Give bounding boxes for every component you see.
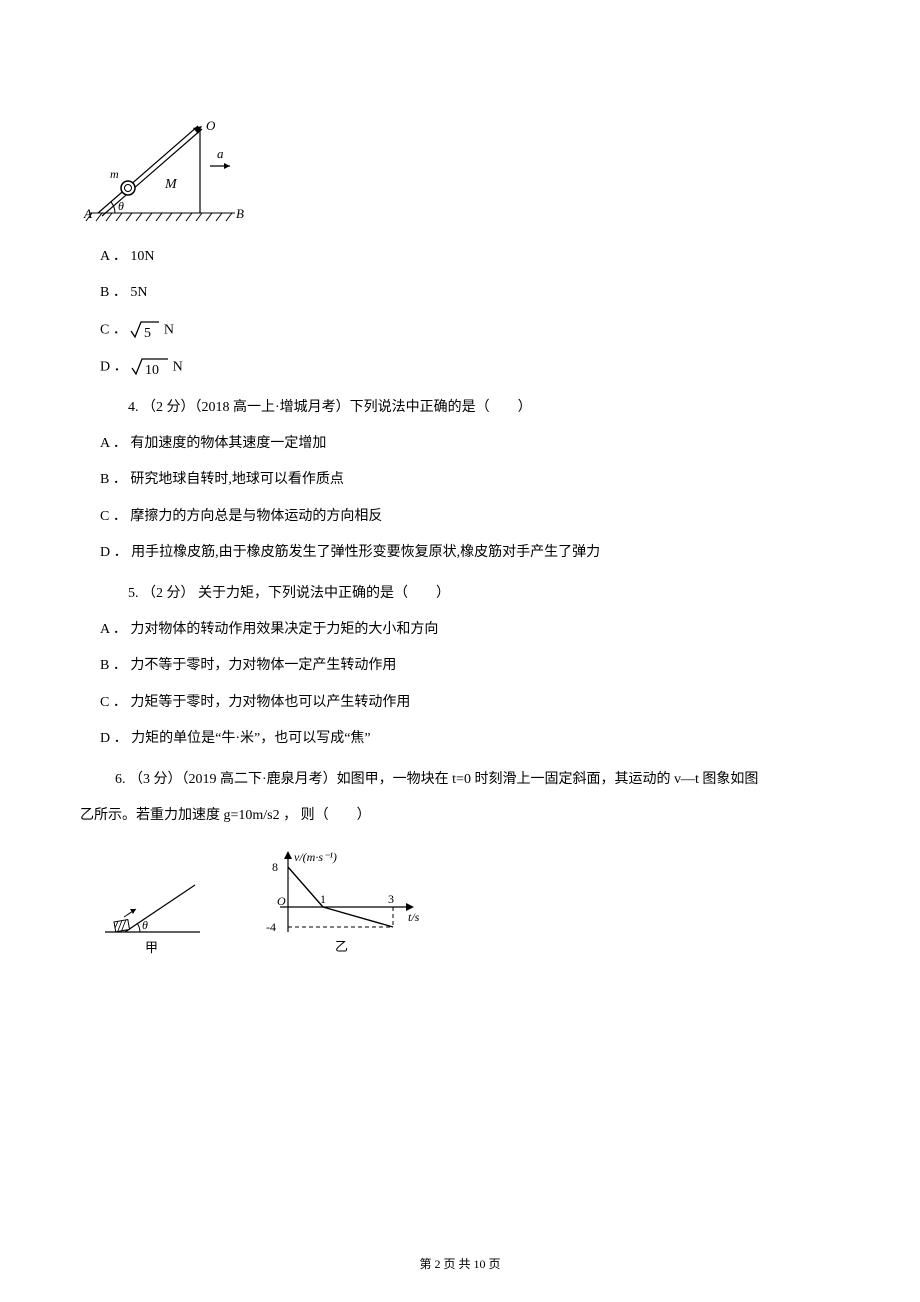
q6-figure-a: θ 甲 bbox=[100, 867, 210, 957]
q3-figure: O A B M m a θ bbox=[80, 118, 840, 228]
option-label: B ． bbox=[100, 285, 127, 300]
q3-option-C: C ． 5 N bbox=[100, 319, 840, 342]
q3-option-A: A ． 10N bbox=[100, 246, 840, 268]
option-label: A ． bbox=[100, 249, 127, 264]
origin-label: O bbox=[277, 894, 286, 908]
q3-option-B: B ． 5N bbox=[100, 282, 840, 304]
ylabel: v/(m·s⁻¹) bbox=[294, 850, 337, 864]
q4-option-B: B ． 研究地球自转时,地球可以看作质点 bbox=[100, 469, 840, 491]
option-label: C ． bbox=[100, 322, 127, 337]
q5-option-A: A ． 力对物体的转动作用效果决定于力矩的大小和方向 bbox=[100, 619, 840, 641]
q5-option-B: B ． 力不等于零时，力对物体一定产生转动作用 bbox=[100, 655, 840, 677]
q4-stem: 4. （2 分）（2018 高一上·增城月考）下列说法中正确的是（ ） bbox=[100, 397, 840, 419]
q4-option-C: C ． 摩擦力的方向总是与物体运动的方向相反 bbox=[100, 506, 840, 528]
sqrt-icon: 10 bbox=[131, 356, 169, 379]
svg-text:5: 5 bbox=[144, 326, 151, 341]
label-M: M bbox=[164, 177, 178, 192]
q6-stem-line1: 6. （3 分）（2019 高二下·鹿泉月考）如图甲，一物块在 t=0 时刻滑上… bbox=[80, 769, 840, 791]
xlabel: t/s bbox=[408, 910, 420, 924]
caption-a: 甲 bbox=[145, 940, 158, 955]
label-theta: θ bbox=[118, 199, 124, 213]
ytick-8: 8 bbox=[272, 860, 278, 874]
page-footer: 第 2 页 共 10 页 bbox=[0, 1255, 920, 1274]
option-label: D ． bbox=[100, 359, 128, 374]
q3-option-D: D ． 10 N bbox=[100, 356, 840, 379]
label-m: m bbox=[110, 167, 119, 181]
q6-figure-b: 8 -4 O 1 3 v/(m·s⁻¹) t/s bbox=[250, 847, 430, 957]
sqrt-icon: 5 bbox=[130, 319, 160, 342]
option-value: 10N bbox=[130, 249, 154, 264]
q4-option-D: D ． 用手拉橡皮筋,由于橡皮筋发生了弹性形变要恢复原状,橡皮筋对手产生了弹力 bbox=[100, 542, 840, 564]
xtick-3: 3 bbox=[388, 892, 394, 906]
caption-b: 乙 bbox=[335, 939, 348, 954]
option-unit: N bbox=[164, 322, 174, 337]
option-unit: N bbox=[173, 359, 183, 374]
svg-text:10: 10 bbox=[145, 363, 159, 378]
q5-option-D: D ． 力矩的单位是“牛·米”，也可以写成“焦” bbox=[100, 728, 840, 750]
label-B: B bbox=[236, 206, 244, 221]
label-a: a bbox=[217, 146, 224, 161]
label-theta: θ bbox=[142, 918, 148, 932]
q5-stem: 5. （2 分） 关于力矩，下列说法中正确的是（ ） bbox=[100, 583, 840, 605]
label-A: A bbox=[83, 206, 92, 221]
ytick-neg4: -4 bbox=[266, 920, 276, 934]
q4-option-A: A ． 有加速度的物体其速度一定增加 bbox=[100, 433, 840, 455]
q5-option-C: C ． 力矩等于零时，力对物体也可以产生转动作用 bbox=[100, 692, 840, 714]
label-O: O bbox=[206, 118, 216, 133]
option-value: 5N bbox=[130, 285, 147, 300]
q6-stem-line2: 乙所示。若重力加速度 g=10m/s2 ， 则（ ） bbox=[80, 805, 840, 827]
